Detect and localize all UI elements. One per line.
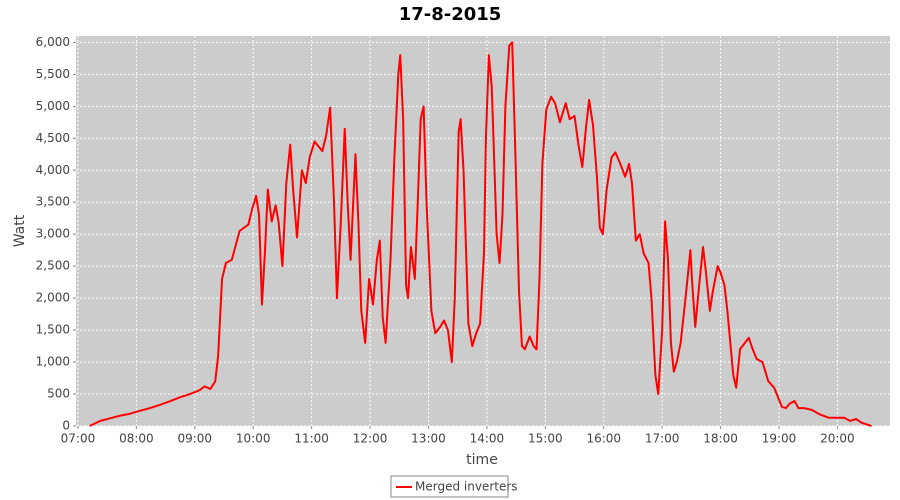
y-tick-label: 0 xyxy=(62,419,70,433)
x-tick-label: 11:00 xyxy=(294,432,329,446)
y-tick-label: 5,000 xyxy=(36,99,70,113)
x-tick-label: 18:00 xyxy=(703,432,738,446)
y-axis-label: Watt xyxy=(12,214,28,247)
y-tick-label: 3,000 xyxy=(36,227,70,241)
y-tick-label: 4,000 xyxy=(36,163,70,177)
x-tick-label: 16:00 xyxy=(586,432,621,446)
y-tick-label: 3,500 xyxy=(36,195,70,209)
y-tick-label: 4,500 xyxy=(36,131,70,145)
x-tick-label: 17:00 xyxy=(645,432,680,446)
x-tick-label: 12:00 xyxy=(353,432,388,446)
y-tick-label: 6,000 xyxy=(36,35,70,49)
x-tick-label: 07:00 xyxy=(61,432,96,446)
series-line xyxy=(89,41,872,427)
chart-title: 17-8-2015 xyxy=(399,4,502,25)
x-tick-label: 09:00 xyxy=(177,432,212,446)
y-tick-label: 1,500 xyxy=(36,323,70,337)
plot-area xyxy=(76,36,890,426)
legend xyxy=(390,475,509,498)
x-tick-label: 13:00 xyxy=(411,432,446,446)
x-tick-label: 19:00 xyxy=(762,432,797,446)
grid xyxy=(76,36,890,427)
x-tick-label: 20:00 xyxy=(820,432,855,446)
x-axis-label: time xyxy=(466,452,498,468)
x-tick-label: 08:00 xyxy=(119,432,154,446)
x-tick-label: 15:00 xyxy=(528,432,563,446)
x-tick-label: 10:00 xyxy=(236,432,271,446)
y-tick-label: 500 xyxy=(47,387,70,401)
marks xyxy=(89,41,872,427)
y-tick-label: 5,500 xyxy=(36,67,70,81)
y-tick-label: 1,000 xyxy=(36,355,70,369)
y-tick-label: 2,000 xyxy=(36,291,70,305)
y-tick-label: 2,500 xyxy=(36,259,70,273)
legend-label: Merged inverters xyxy=(415,480,518,494)
x-tick-label: 14:00 xyxy=(470,432,505,446)
